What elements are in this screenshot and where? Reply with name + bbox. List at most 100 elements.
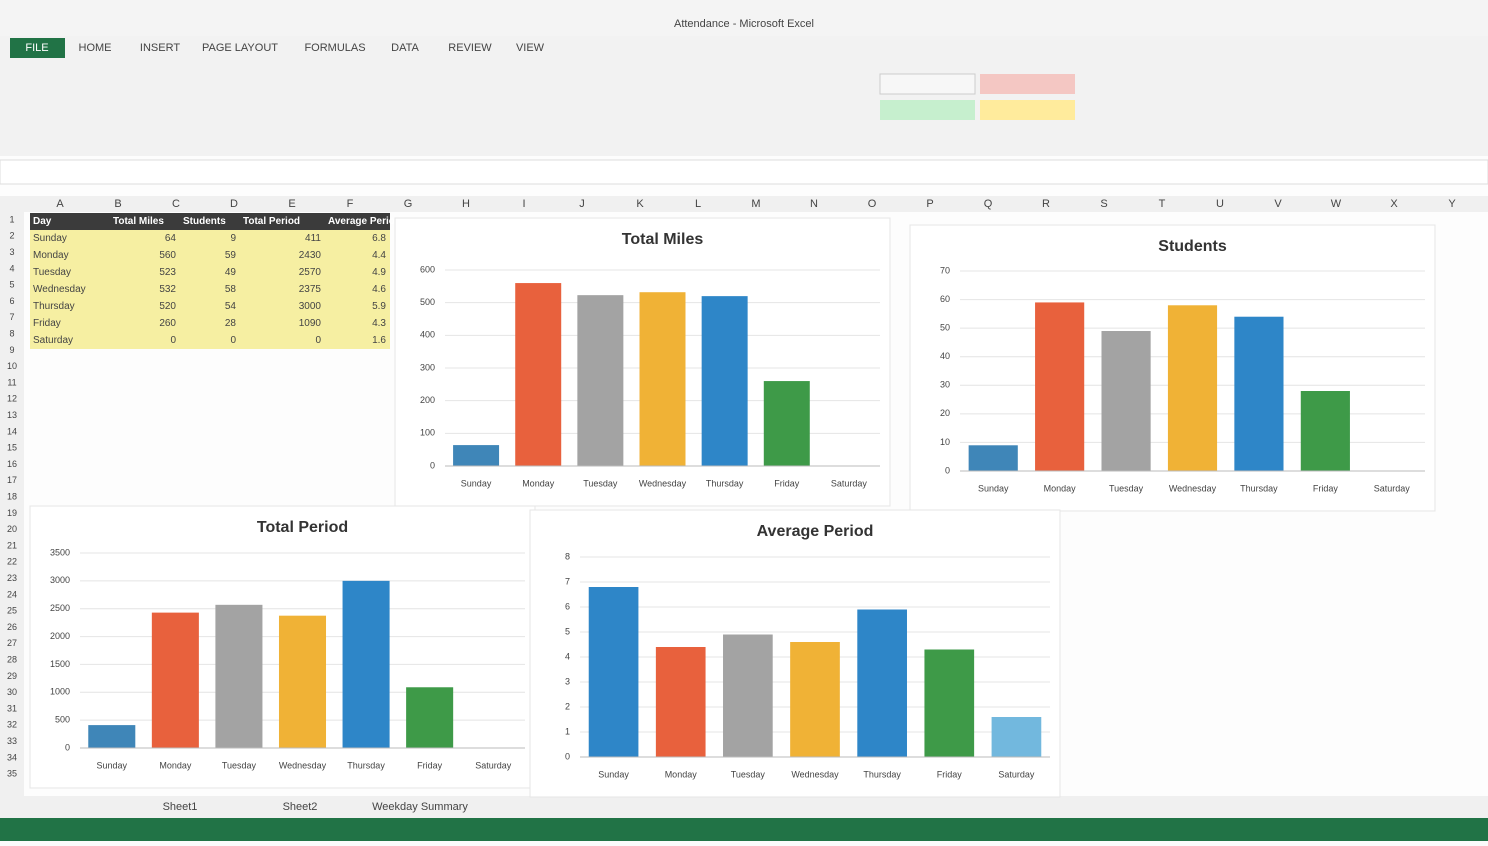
ribbon-tab[interactable]: VIEW xyxy=(516,42,545,54)
ribbon-tab[interactable]: INSERT xyxy=(140,42,180,54)
y-tick-label: 1000 xyxy=(50,687,70,697)
ribbon-tab[interactable]: FILE xyxy=(25,42,48,54)
table-cell: 64 xyxy=(165,233,177,244)
column-header: N xyxy=(810,198,818,210)
row-header: 24 xyxy=(7,589,17,599)
bar xyxy=(88,725,135,748)
table-cell: Saturday xyxy=(33,335,73,346)
table-cell: Friday xyxy=(33,318,61,329)
sheet-tab[interactable]: Sheet1 xyxy=(163,801,198,813)
table-header-cell: Students xyxy=(183,216,226,227)
bar xyxy=(453,445,499,466)
style-neutral xyxy=(980,100,1075,120)
column-header: B xyxy=(114,198,121,210)
sheet-tab-bar xyxy=(0,796,1488,818)
row-header: 22 xyxy=(7,557,17,567)
column-header: X xyxy=(1390,198,1398,210)
column-header: F xyxy=(347,198,354,210)
row-header: 10 xyxy=(7,361,17,371)
bar xyxy=(577,295,623,466)
column-header: L xyxy=(695,198,701,210)
x-tick-label: Wednesday xyxy=(791,769,839,779)
y-tick-label: 60 xyxy=(940,294,950,304)
x-tick-label: Thursday xyxy=(1240,483,1278,493)
table-header-cell: Day xyxy=(33,216,52,227)
y-tick-label: 0 xyxy=(430,460,435,470)
x-tick-label: Friday xyxy=(1313,483,1339,493)
table-cell: Monday xyxy=(33,250,69,261)
row-header: 12 xyxy=(7,394,17,404)
y-tick-label: 10 xyxy=(940,437,950,447)
ribbon xyxy=(0,36,1488,156)
column-header: T xyxy=(1159,198,1166,210)
table-cell: 411 xyxy=(305,233,321,244)
sheet-tab[interactable]: Weekday Summary xyxy=(372,801,468,813)
row-header: 16 xyxy=(7,459,17,469)
column-header: H xyxy=(462,198,470,210)
table-cell: Sunday xyxy=(33,233,67,244)
column-header: O xyxy=(868,198,877,210)
row-header: 20 xyxy=(7,524,17,534)
table-cell: 0 xyxy=(230,335,236,346)
ribbon-tab[interactable]: REVIEW xyxy=(448,42,492,54)
x-tick-label: Sunday xyxy=(461,478,492,488)
row-header: 7 xyxy=(9,312,14,322)
table-cell: Wednesday xyxy=(33,284,86,295)
row-header: 11 xyxy=(7,377,16,387)
excel-window: Attendance - Microsoft Excel FILEHOMEINS… xyxy=(0,0,1488,841)
bar xyxy=(406,687,453,748)
table-cell: Tuesday xyxy=(33,267,71,278)
table-cell: 532 xyxy=(159,284,176,295)
y-tick-label: 5 xyxy=(565,626,570,636)
ribbon-tab[interactable]: PAGE LAYOUT xyxy=(202,42,278,54)
ribbon-tab[interactable]: HOME xyxy=(79,42,112,54)
x-tick-label: Tuesday xyxy=(731,769,766,779)
x-tick-label: Monday xyxy=(665,769,698,779)
bar xyxy=(1234,317,1283,471)
x-tick-label: Monday xyxy=(1044,483,1077,493)
row-header: 6 xyxy=(9,296,14,306)
row-header: 25 xyxy=(7,606,17,616)
y-tick-label: 3000 xyxy=(50,575,70,585)
table-cell: 54 xyxy=(225,301,237,312)
y-tick-label: 20 xyxy=(940,408,950,418)
x-tick-label: Thursday xyxy=(706,478,744,488)
table-header-cell: Average Period xyxy=(328,216,401,227)
column-header: C xyxy=(172,198,180,210)
table-cell: 2570 xyxy=(299,267,322,278)
ribbon-tab[interactable]: FORMULAS xyxy=(304,42,365,54)
row-header: 33 xyxy=(7,736,17,746)
column-header: Y xyxy=(1448,198,1456,210)
bar xyxy=(857,610,907,758)
x-tick-label: Monday xyxy=(159,760,192,770)
sheet-tab[interactable]: Sheet2 xyxy=(283,801,318,813)
bar xyxy=(589,587,639,757)
row-header: 34 xyxy=(7,752,17,762)
row-header: 15 xyxy=(7,443,17,453)
chart-title: Average Period xyxy=(757,523,874,540)
table-cell: 523 xyxy=(159,267,176,278)
bar xyxy=(152,613,199,748)
bar xyxy=(279,616,326,748)
x-tick-label: Saturday xyxy=(831,478,868,488)
row-header: 29 xyxy=(7,671,17,681)
table-cell: 9 xyxy=(230,233,236,244)
y-tick-label: 0 xyxy=(565,751,570,761)
row-header: 9 xyxy=(9,345,14,355)
formula-bar xyxy=(0,160,1488,184)
x-tick-label: Sunday xyxy=(598,769,629,779)
table-cell: 0 xyxy=(170,335,176,346)
y-tick-label: 6 xyxy=(565,601,570,611)
ribbon-tab[interactable]: DATA xyxy=(391,42,419,54)
bar xyxy=(215,605,262,748)
row-header: 27 xyxy=(7,638,17,648)
table-cell: 1.6 xyxy=(372,335,386,346)
x-tick-label: Sunday xyxy=(97,760,128,770)
column-header: W xyxy=(1331,198,1342,210)
table-cell: 4.4 xyxy=(372,250,386,261)
x-tick-label: Saturday xyxy=(1374,483,1411,493)
table-cell: 1090 xyxy=(299,318,322,329)
table-cell: 3000 xyxy=(299,301,322,312)
bar xyxy=(992,717,1042,757)
y-tick-label: 1500 xyxy=(50,659,70,669)
